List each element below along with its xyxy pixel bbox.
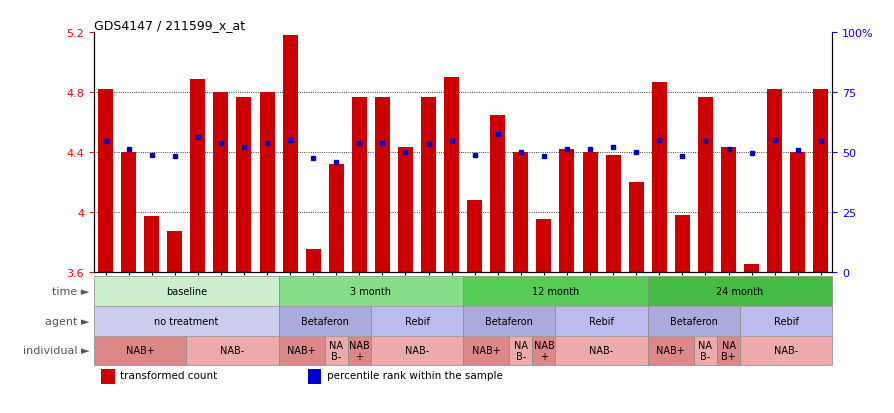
Bar — [716, 336, 739, 366]
Bar — [186, 336, 278, 366]
Bar — [348, 336, 370, 366]
Text: NAB+: NAB+ — [126, 346, 155, 356]
Bar — [308, 369, 321, 384]
Bar — [647, 276, 831, 306]
Bar — [370, 306, 463, 336]
Bar — [509, 336, 532, 366]
Text: NAB
+: NAB + — [533, 340, 553, 361]
Bar — [766, 90, 781, 272]
Bar — [467, 200, 482, 272]
Text: baseline: baseline — [165, 286, 207, 296]
Text: transformed count: transformed count — [120, 370, 217, 380]
Bar — [328, 164, 343, 272]
Bar — [121, 152, 136, 272]
Bar — [283, 36, 298, 272]
Bar — [628, 183, 643, 272]
Text: NA
B-: NA B- — [329, 340, 343, 361]
Text: percentile rank within the sample: percentile rank within the sample — [326, 370, 502, 380]
Text: NA
B-: NA B- — [697, 340, 712, 361]
Bar — [278, 306, 370, 336]
Bar — [739, 336, 831, 366]
Bar — [101, 369, 114, 384]
Text: Rebif: Rebif — [588, 316, 613, 326]
Bar — [259, 93, 274, 272]
Text: individual ►: individual ► — [23, 346, 89, 356]
Text: Betaferon: Betaferon — [300, 316, 349, 326]
Bar — [420, 97, 435, 272]
Bar — [651, 82, 666, 272]
Bar — [443, 78, 459, 272]
Bar — [94, 306, 278, 336]
Bar — [236, 97, 251, 272]
Text: NAB
+: NAB + — [349, 340, 369, 361]
Bar — [370, 336, 463, 366]
Text: NAB-: NAB- — [589, 346, 613, 356]
Bar — [375, 97, 390, 272]
Text: NAB+: NAB+ — [471, 346, 500, 356]
Bar — [789, 152, 805, 272]
Bar — [697, 97, 713, 272]
Bar — [555, 306, 647, 336]
Text: NAB+: NAB+ — [655, 346, 685, 356]
Text: Betaferon: Betaferon — [670, 316, 717, 326]
Bar — [559, 150, 574, 272]
Text: agent ►: agent ► — [45, 316, 89, 326]
Bar — [582, 152, 597, 272]
Bar — [721, 148, 735, 272]
Bar — [190, 79, 205, 272]
Bar — [98, 90, 113, 272]
Bar — [605, 156, 620, 272]
Text: NAB+: NAB+ — [287, 346, 316, 356]
Bar — [513, 152, 527, 272]
Bar — [278, 276, 463, 306]
Bar — [398, 148, 412, 272]
Bar — [532, 336, 555, 366]
Bar — [693, 336, 716, 366]
Bar — [743, 265, 758, 272]
Bar — [167, 232, 182, 272]
Bar — [490, 115, 505, 272]
Text: NA
B+: NA B+ — [721, 340, 735, 361]
Bar — [463, 276, 647, 306]
Bar — [813, 90, 827, 272]
Text: NA
B-: NA B- — [513, 340, 527, 361]
Text: Rebif: Rebif — [404, 316, 429, 326]
Text: Rebif: Rebif — [773, 316, 797, 326]
Text: 3 month: 3 month — [350, 286, 391, 296]
Bar — [325, 336, 348, 366]
Bar — [463, 336, 509, 366]
Bar — [351, 97, 367, 272]
Bar — [94, 336, 186, 366]
Bar — [278, 336, 325, 366]
Bar — [647, 306, 739, 336]
Text: 12 month: 12 month — [531, 286, 578, 296]
Text: NAB-: NAB- — [404, 346, 428, 356]
Text: NAB-: NAB- — [773, 346, 797, 356]
Bar — [739, 306, 831, 336]
Bar — [306, 250, 320, 272]
Text: time ►: time ► — [52, 286, 89, 296]
Text: NAB-: NAB- — [220, 346, 244, 356]
Text: 24 month: 24 month — [715, 286, 763, 296]
Text: Betaferon: Betaferon — [485, 316, 533, 326]
Text: GDS4147 / 211599_x_at: GDS4147 / 211599_x_at — [94, 19, 245, 32]
Bar — [647, 336, 693, 366]
Bar — [213, 93, 228, 272]
Bar — [674, 215, 689, 272]
Text: no treatment: no treatment — [154, 316, 218, 326]
Bar — [463, 306, 555, 336]
Bar — [536, 220, 551, 272]
Bar — [94, 276, 278, 306]
Bar — [144, 217, 159, 272]
Bar — [555, 336, 647, 366]
